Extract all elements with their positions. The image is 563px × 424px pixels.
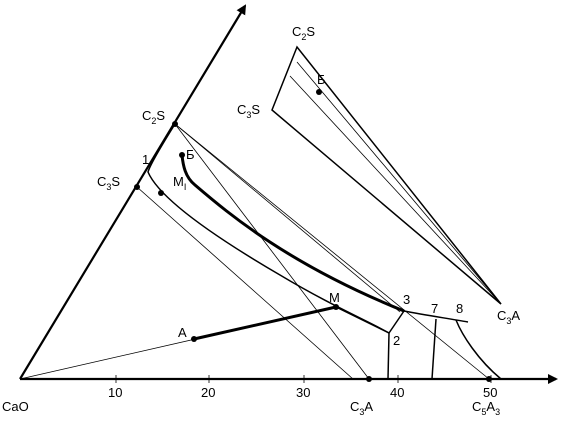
point-c3s <box>134 184 140 190</box>
label-c3s-main: C3S <box>97 174 120 192</box>
tie-c2s-c3a <box>174 123 370 380</box>
label-m: M <box>329 290 340 305</box>
boundary-m-2 <box>335 306 390 334</box>
label-c3a-axis: C3A <box>350 399 373 417</box>
boundary-7 <box>431 318 437 380</box>
label-one: 1 <box>142 152 149 167</box>
label-b-top: Б <box>317 72 326 87</box>
tie-c2s-c5a3 <box>174 123 490 380</box>
boundary-8 <box>455 319 502 380</box>
label-three: 3 <box>403 292 410 307</box>
point-c3a <box>366 376 372 382</box>
label-c2s-top: C2S <box>292 24 315 42</box>
inset-tie-2 <box>289 75 502 305</box>
point-m1 <box>158 190 164 196</box>
x-tick-label-40: 40 <box>390 385 404 400</box>
x-tick-label-20: 20 <box>201 385 215 400</box>
boundary-3-2 <box>388 310 405 334</box>
point-a <box>191 336 197 342</box>
left-axis <box>19 4 247 380</box>
label-c3s-top: C3S <box>237 102 260 120</box>
label-c5a3-axis: C5A3 <box>472 399 500 417</box>
point-m <box>333 304 339 310</box>
point-b <box>179 152 185 158</box>
point-c5a3 <box>486 376 492 382</box>
label-seven: 7 <box>431 301 438 316</box>
thick-line-a-m <box>193 305 337 341</box>
label-c3a-right: C3A <box>497 308 520 326</box>
point-inset-b <box>316 89 322 95</box>
tie-c2s-far <box>174 123 401 313</box>
label-two: 2 <box>393 333 400 348</box>
point-c2s <box>172 121 178 127</box>
boundary-2-down <box>387 332 390 380</box>
inset-triangle <box>271 45 502 305</box>
label-c2s-main: C2S <box>142 108 165 126</box>
inset-tie-1 <box>296 61 502 305</box>
thick-curve-b-3 <box>180 154 405 313</box>
label-m1: MI <box>173 174 186 192</box>
x-tick-label-50: 50 <box>483 385 497 400</box>
label-a: A <box>178 325 187 340</box>
x-tick-label-10: 10 <box>108 385 122 400</box>
label-eight: 8 <box>456 301 463 316</box>
x-tick-label-30: 30 <box>296 385 310 400</box>
boundary-3-8 <box>403 310 469 323</box>
tie-c3s-c3a <box>136 186 354 380</box>
label-b-main: Б <box>186 147 195 162</box>
label-cao: CaO <box>2 399 29 414</box>
